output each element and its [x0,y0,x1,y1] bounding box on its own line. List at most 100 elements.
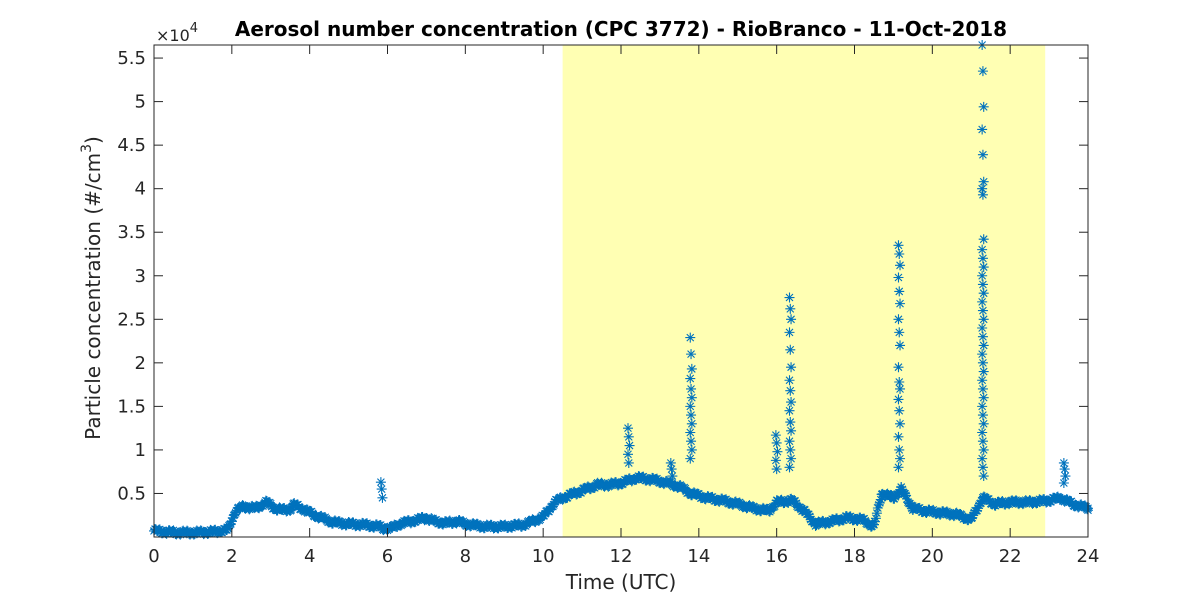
data-point-peak [785,444,796,455]
y-tick-label: 4.5 [117,135,146,156]
data-point-peak [893,431,904,442]
data-point [183,526,194,537]
data-point-peak [978,471,989,482]
data-point-peak [786,453,797,464]
data-point-peak [978,262,989,273]
x-tick-label: 20 [921,546,944,567]
data-point-peak [770,455,781,466]
data-point-peak [1060,471,1071,482]
data-point-peak [771,464,782,475]
data-point [597,478,608,489]
data-point-peak [686,410,697,421]
data-point [238,500,249,511]
data-point [693,488,704,499]
data-point-peak [978,176,989,187]
data-point [1011,496,1022,507]
data-point [287,501,298,512]
data-point-peak [685,373,696,384]
data-point-peak [685,453,696,464]
data-point-peak [978,340,989,351]
data-point-peak [770,430,781,441]
data-point [431,514,442,525]
x-tick-label: 12 [610,546,633,567]
data-point [286,504,297,515]
data-point-peak [894,286,905,297]
data-point [169,526,180,537]
data-point-peak [685,427,696,438]
data-point [403,515,414,526]
data-point [293,501,304,512]
data-point [872,503,883,513]
data-point-peak [377,492,388,503]
data-point-peak [895,260,906,271]
data-point-peak [893,362,904,373]
data-point [225,518,236,529]
x-tick-label: 22 [999,546,1022,567]
data-point-peak [977,183,988,194]
data-point-peak [686,349,697,360]
y-tick-label: 4 [135,179,146,200]
data-point [868,519,879,530]
data-point [548,499,559,510]
data-point-peak [784,327,795,338]
data-point-peak [894,376,905,387]
data-point-peak [977,323,988,334]
data-point-peak [376,484,387,495]
data-point [790,496,801,507]
data-point [845,511,856,522]
data-point [306,506,317,517]
data-point [176,528,187,539]
data-point [292,499,303,510]
data-point-peak [978,444,989,455]
data-point-peak [977,453,988,464]
data-point [838,515,849,526]
data-point-peak [375,477,386,488]
data-point-peak [977,279,988,290]
data-point-peak [624,440,635,451]
data-point-peak [685,332,696,343]
data-point [638,471,649,482]
y-tick-label: 1 [135,440,146,461]
data-point [652,475,663,486]
data-point-peak [686,444,697,455]
data-point [1046,496,1057,507]
data-point [873,499,884,510]
data-point [859,513,870,524]
data-point-peak [894,327,905,338]
data-point-peak [893,272,904,283]
data-point [375,519,386,530]
x-tick-label: 10 [532,546,555,567]
x-axis-label: Time (UTC) [565,570,677,594]
data-point-peak [685,401,696,412]
data-point [1066,496,1077,507]
data-point [562,492,573,503]
data-point-peak [666,464,677,475]
data-point [328,518,339,529]
data-point-peak [977,124,988,135]
data-point [968,510,979,521]
data-point [869,516,880,527]
data-point [577,485,588,496]
data-point-peak [977,401,988,412]
data-point-peak [665,457,676,468]
data-point-peak [1059,464,1070,475]
data-point-peak [977,375,988,386]
y-axis-multiplier: ×104 [156,21,198,45]
data-point-peak [895,340,906,351]
data-point [967,512,978,523]
data-point [818,516,829,527]
data-point [973,503,984,514]
data-point-peak [894,405,905,416]
data-point-peak [895,453,906,464]
x-axis-ticks: 0 2 4 6 8 10 12 14 16 18 20 22 24 [148,45,1099,567]
y-axis-label-close: ) [81,136,105,144]
data-point-peak [786,314,797,325]
data-point-peak [784,436,795,447]
data-point-peak [977,296,988,307]
data-point [769,501,780,512]
data-point-peak [784,462,795,473]
data-point [707,491,718,502]
data-point [799,505,810,516]
y-multiplier-base: ×10 [156,26,190,45]
